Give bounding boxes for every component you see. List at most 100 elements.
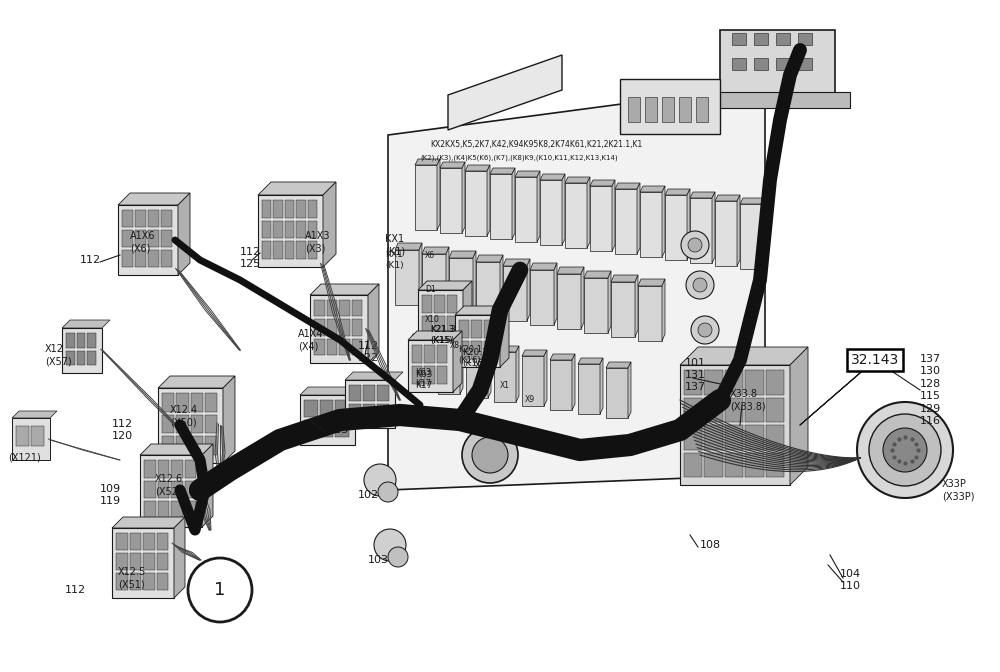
Polygon shape bbox=[432, 334, 435, 390]
Bar bbox=[144, 501, 156, 519]
Bar bbox=[171, 501, 182, 519]
Polygon shape bbox=[440, 162, 465, 168]
Bar bbox=[296, 241, 306, 259]
Polygon shape bbox=[557, 267, 584, 274]
Bar bbox=[798, 58, 812, 70]
Bar bbox=[205, 393, 217, 412]
Polygon shape bbox=[455, 306, 509, 315]
Polygon shape bbox=[62, 320, 110, 328]
Polygon shape bbox=[112, 528, 174, 598]
Bar bbox=[484, 320, 494, 338]
Bar bbox=[77, 333, 85, 347]
Polygon shape bbox=[590, 180, 615, 186]
Bar bbox=[339, 339, 350, 355]
Bar bbox=[273, 241, 283, 259]
Bar bbox=[296, 220, 306, 239]
Circle shape bbox=[696, 401, 724, 429]
Bar bbox=[447, 295, 457, 313]
Text: X12.6
(X52): X12.6 (X52) bbox=[155, 474, 183, 496]
Polygon shape bbox=[410, 340, 432, 390]
Polygon shape bbox=[503, 266, 527, 321]
Bar bbox=[184, 501, 196, 519]
Text: 108: 108 bbox=[700, 540, 721, 550]
Polygon shape bbox=[522, 356, 544, 406]
Polygon shape bbox=[578, 358, 603, 364]
Bar bbox=[745, 452, 764, 477]
Polygon shape bbox=[310, 284, 379, 295]
Polygon shape bbox=[635, 275, 638, 337]
Polygon shape bbox=[662, 279, 665, 341]
Circle shape bbox=[691, 316, 719, 344]
Polygon shape bbox=[565, 177, 590, 183]
Text: X33P
(X33P): X33P (X33P) bbox=[942, 478, 974, 501]
Polygon shape bbox=[640, 186, 665, 192]
Bar bbox=[352, 319, 362, 336]
Text: D1: D1 bbox=[425, 286, 436, 294]
Polygon shape bbox=[638, 279, 665, 286]
Polygon shape bbox=[476, 255, 503, 262]
Bar bbox=[754, 58, 768, 70]
Bar bbox=[176, 415, 188, 433]
Bar bbox=[776, 33, 790, 45]
Polygon shape bbox=[440, 168, 462, 233]
Bar bbox=[156, 553, 168, 570]
Bar bbox=[377, 404, 389, 420]
Polygon shape bbox=[587, 177, 590, 248]
Polygon shape bbox=[158, 388, 223, 463]
Polygon shape bbox=[572, 354, 575, 410]
Circle shape bbox=[701, 368, 715, 382]
Polygon shape bbox=[140, 455, 202, 527]
Bar bbox=[459, 320, 469, 338]
Text: 102: 102 bbox=[358, 490, 379, 500]
Text: 112: 112 bbox=[65, 585, 86, 595]
Bar bbox=[732, 33, 746, 45]
Bar bbox=[190, 393, 203, 412]
Bar bbox=[122, 210, 133, 227]
Bar bbox=[296, 200, 306, 218]
Bar bbox=[87, 333, 96, 347]
Bar bbox=[437, 345, 447, 363]
Bar bbox=[161, 210, 172, 227]
Bar bbox=[135, 210, 146, 227]
Bar bbox=[87, 351, 96, 365]
Text: K20.1
(K16): K20.1 (K16) bbox=[462, 348, 488, 368]
Bar bbox=[314, 339, 324, 355]
Bar bbox=[352, 339, 362, 355]
Bar bbox=[662, 97, 674, 122]
Polygon shape bbox=[611, 275, 638, 282]
Bar bbox=[349, 404, 361, 420]
Bar bbox=[725, 452, 743, 477]
Bar bbox=[320, 400, 333, 417]
Polygon shape bbox=[118, 205, 178, 275]
Text: A1X6
(X6): A1X6 (X6) bbox=[130, 230, 156, 253]
Text: K20.1
(K16): K20.1 (K16) bbox=[458, 345, 482, 365]
Polygon shape bbox=[712, 192, 715, 263]
Bar bbox=[412, 345, 422, 363]
Text: X12
(X57): X12 (X57) bbox=[45, 344, 72, 366]
Bar bbox=[130, 573, 141, 590]
Bar bbox=[447, 316, 457, 334]
Bar bbox=[684, 452, 702, 477]
Polygon shape bbox=[368, 284, 379, 363]
Bar bbox=[704, 370, 723, 394]
Polygon shape bbox=[522, 350, 547, 356]
Bar bbox=[766, 452, 784, 477]
Bar bbox=[16, 426, 29, 446]
Polygon shape bbox=[453, 331, 462, 392]
Bar bbox=[352, 300, 362, 317]
Polygon shape bbox=[590, 186, 612, 251]
Polygon shape bbox=[455, 315, 500, 367]
Text: X3: X3 bbox=[475, 360, 485, 370]
Bar bbox=[144, 460, 156, 478]
Bar bbox=[732, 58, 746, 70]
Polygon shape bbox=[512, 168, 515, 239]
Text: X12.5
(X51): X12.5 (X51) bbox=[118, 566, 146, 589]
Polygon shape bbox=[611, 282, 635, 337]
Bar bbox=[745, 370, 764, 394]
Bar bbox=[273, 200, 283, 218]
Polygon shape bbox=[494, 346, 519, 352]
Bar bbox=[176, 393, 188, 412]
Bar bbox=[705, 92, 850, 108]
Polygon shape bbox=[300, 395, 355, 445]
Polygon shape bbox=[500, 255, 503, 317]
